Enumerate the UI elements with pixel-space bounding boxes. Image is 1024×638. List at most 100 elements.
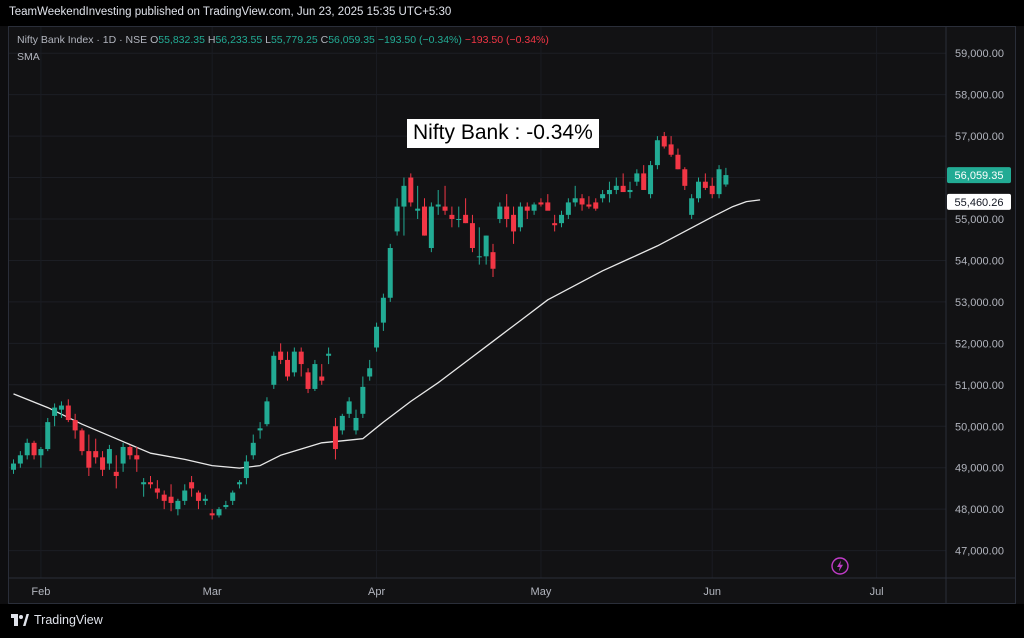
candle-body [161, 494, 167, 501]
candle-body [216, 509, 222, 516]
y-tick-label: 47,000.00 [955, 546, 1004, 558]
candle-body [709, 185, 715, 195]
legend-change: −193.50 (−0.34%) [377, 34, 462, 46]
candle-body [250, 442, 256, 456]
candle-body [100, 457, 106, 470]
tradingview-logo[interactable]: TradingView [11, 613, 103, 627]
tradingview-brand: TradingView [34, 613, 103, 627]
candle-body [257, 428, 263, 431]
y-tick-label: 57,000.00 [955, 131, 1004, 143]
candle-body [148, 482, 153, 485]
candle-body [230, 492, 236, 501]
sma-value-badge [947, 193, 1011, 210]
candle-body [332, 426, 338, 450]
candle-body [106, 449, 112, 464]
candle-body [209, 513, 215, 516]
candle-body [127, 446, 133, 456]
x-tick-label: Mar [203, 586, 222, 598]
candle-body [24, 442, 30, 456]
candle-body [312, 364, 318, 389]
candle-body [422, 206, 427, 236]
candle-body [675, 154, 681, 170]
candle-body [572, 198, 578, 203]
candle-body [278, 351, 284, 360]
y-tick-label: 58,000.00 [955, 90, 1004, 102]
candle-body [346, 401, 352, 414]
candle-body [511, 214, 517, 232]
legend-low-value: 55,779.25 [270, 34, 318, 46]
candle-body [552, 223, 558, 226]
y-tick-label: 59,000.00 [955, 48, 1004, 60]
candle-body [58, 405, 64, 410]
candle-body [449, 214, 455, 219]
legend-close-label: C [320, 34, 329, 46]
candle-body [661, 136, 667, 147]
candle-body [497, 206, 503, 219]
candle-body [353, 417, 359, 431]
candle-body [408, 177, 414, 203]
candle-body [401, 185, 407, 207]
candle-body [31, 442, 37, 456]
annotation-label: Nifty Bank : -0.34% [407, 119, 599, 148]
candle-body [469, 223, 475, 249]
candle-body [38, 449, 44, 456]
candle-body [524, 206, 530, 211]
last-price-badge [947, 167, 1011, 184]
y-tick-label: 50,000.00 [955, 421, 1004, 433]
candle-body [483, 235, 489, 257]
candle-body [634, 173, 640, 182]
footer-bar [0, 604, 1024, 638]
y-tick-label: 49,000.00 [955, 463, 1004, 475]
candle-body [285, 359, 290, 377]
candle-body [141, 482, 147, 485]
candle-body [668, 144, 674, 155]
candle-body [456, 219, 462, 220]
candle-body [45, 422, 51, 450]
candle-body [593, 202, 599, 209]
candle-body [291, 351, 297, 373]
candle-body [86, 451, 92, 468]
candle-body [189, 482, 195, 489]
candle-body [538, 202, 544, 205]
legend-close-value: 56,059.35 [328, 34, 375, 46]
sma-indicator-label[interactable]: SMA [17, 51, 40, 63]
candle-body [387, 248, 393, 298]
x-tick-label: Jul [870, 586, 884, 598]
candle-body [559, 214, 564, 224]
candle-body [428, 206, 434, 249]
candle-body [620, 185, 626, 193]
candle-body [648, 165, 654, 195]
candle-body [641, 173, 647, 190]
candle-body [319, 376, 325, 381]
y-tick-label: 51,000.00 [955, 380, 1004, 392]
candle-body [600, 194, 606, 199]
candle-body [154, 488, 160, 493]
legend-low-label: L [265, 34, 271, 46]
candle-body [374, 326, 380, 348]
candle-body [531, 204, 537, 211]
candle-body [11, 463, 16, 470]
legend-open-value: 55,832.35 [158, 34, 205, 46]
candle-body [394, 206, 400, 232]
candle-body [435, 204, 441, 207]
candle-body [723, 175, 729, 185]
candle-body [702, 181, 708, 188]
candle-body [627, 189, 633, 193]
lightning-bolt-icon[interactable] [831, 557, 849, 575]
candle-body [182, 490, 188, 501]
candle-body [134, 455, 140, 460]
legend-open-label: O [150, 34, 159, 46]
candle-body [113, 471, 119, 476]
sma-value-label: 55,460.26 [955, 197, 1004, 209]
legend-high-value: 56,233.55 [215, 34, 263, 46]
candle-body [93, 451, 99, 458]
legend-symbol: Nifty Bank Index · 1D · NSE [17, 34, 148, 46]
y-tick-label: 48,000.00 [955, 504, 1004, 516]
candle-body [52, 407, 58, 416]
candle-body [415, 208, 421, 211]
y-tick-label: 52,000.00 [955, 338, 1004, 350]
x-tick-label: Jun [703, 586, 721, 598]
candle-body [476, 256, 482, 258]
legend-change-secondary: −193.50 (−0.34%) [464, 34, 549, 46]
